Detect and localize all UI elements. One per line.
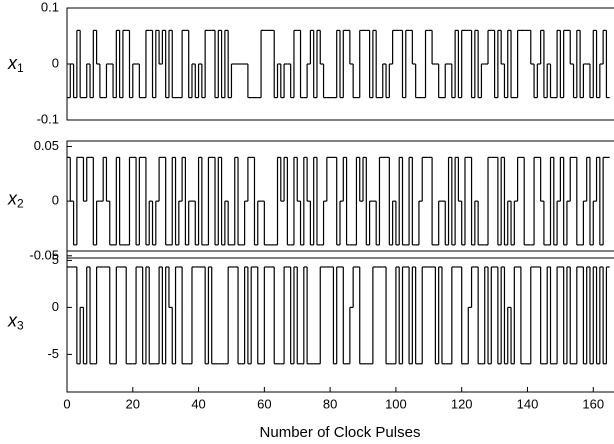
step-riser (69, 30, 608, 98)
x-tick-label: 140 (517, 396, 539, 411)
x-axis-label: Number of Clock Pulses (260, 424, 421, 441)
x-tick-label: 80 (323, 396, 337, 411)
y-tick-label: 0.05 (34, 138, 59, 153)
x-tick-label: 40 (191, 396, 205, 411)
y-axis-label: x3 (7, 310, 24, 332)
y-axis-label-subscript: 2 (17, 197, 24, 211)
signal (67, 156, 610, 246)
y-tick-label: -0.1 (37, 111, 59, 126)
y-tick-label: 0.1 (41, 0, 59, 14)
y-tick-label: 0 (52, 299, 59, 314)
step-riser (69, 157, 604, 245)
x-tick-label: 0 (63, 396, 70, 411)
axis-frame (66, 140, 614, 259)
y-tick-label: -0.05 (29, 247, 59, 262)
y-tick-label: 0 (52, 193, 59, 208)
y-axis-label: x1 (7, 53, 24, 75)
signal (67, 29, 610, 99)
x-tick-label: 100 (385, 396, 407, 411)
step-riser (76, 266, 608, 364)
y-tick-label: -5 (47, 346, 59, 361)
y-axis-label-base: x (7, 188, 18, 208)
y-axis-label: x2 (7, 188, 24, 210)
x-tick-label: 160 (582, 396, 604, 411)
y-axis-label-subscript: 1 (17, 61, 24, 75)
y-tick-label: 5 (52, 252, 59, 267)
x-tick-label: 60 (257, 396, 271, 411)
signal (67, 266, 610, 365)
y-axis-label-base: x (7, 310, 18, 330)
x-tick-label: 120 (451, 396, 473, 411)
y-tick-label: 0 (52, 55, 59, 70)
y-axis-label-subscript: 3 (17, 319, 24, 333)
x-tick-label: 20 (126, 396, 140, 411)
y-axis-label-base: x (7, 53, 18, 73)
axis-frame (66, 250, 614, 393)
